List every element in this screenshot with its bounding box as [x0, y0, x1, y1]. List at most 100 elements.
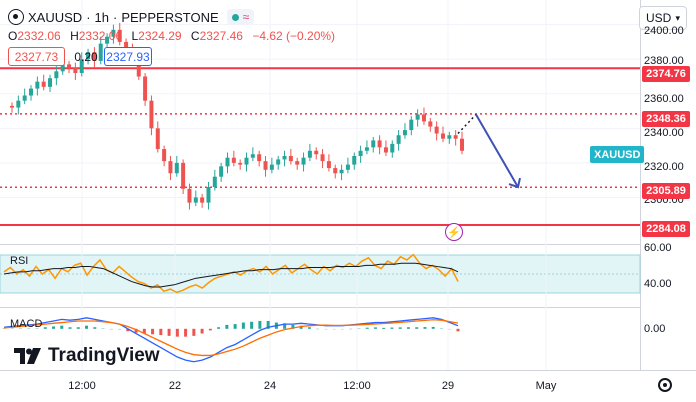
header-separator: ·	[86, 9, 91, 25]
spread-value: 0.20	[74, 49, 98, 64]
buy-button[interactable]: 2327.93	[104, 47, 152, 66]
macd-histogram-bar	[2, 328, 6, 330]
rsi-label[interactable]: RSI	[10, 255, 29, 267]
settings-gear-icon[interactable]	[658, 378, 672, 392]
macd-histogram-bar	[307, 327, 311, 329]
candle-body	[111, 29, 116, 37]
candle-body	[409, 119, 414, 131]
candle-body	[447, 135, 452, 139]
macd-histogram-bar	[43, 327, 47, 329]
candle-body	[333, 168, 338, 174]
projection-arrow-head	[508, 177, 521, 189]
candle-body	[377, 140, 382, 148]
candle-body	[383, 147, 388, 153]
candle-body	[460, 138, 464, 151]
open-label: O	[8, 29, 18, 43]
macd-histogram-bar	[398, 327, 402, 329]
time-axis-label: May	[535, 380, 557, 392]
macd-histogram-bar	[431, 326, 435, 329]
candle-body	[453, 135, 458, 139]
time-axis-label: 24	[263, 380, 277, 392]
rsi-axis-label: 60.00	[644, 242, 672, 254]
flash-icon[interactable]: ⚡	[445, 223, 463, 241]
level-tag-current[interactable]: 2348.36	[642, 111, 690, 127]
time-axis-label: 12:00	[68, 380, 96, 392]
macd-histogram-bar	[332, 328, 336, 330]
macd-histogram-bar	[217, 327, 221, 329]
macd-histogram-bar	[167, 328, 171, 336]
macd-histogram-bar	[68, 327, 72, 329]
candle-body	[16, 100, 21, 108]
symbol-name[interactable]: XAUUSD	[28, 9, 83, 25]
level-tag-target[interactable]: 2305.89	[642, 183, 690, 199]
candle-body	[35, 81, 40, 89]
candle-body	[67, 64, 72, 68]
rsi-axis-label: 40.00	[644, 278, 672, 290]
open-value: 2332.06	[17, 29, 61, 43]
candle-body	[193, 197, 198, 203]
candle-body	[206, 187, 211, 203]
macd-histogram-bar	[85, 325, 89, 329]
interval-label[interactable]: 1h	[94, 9, 109, 25]
macd-histogram-bar	[357, 328, 361, 330]
candle-body	[98, 43, 103, 61]
macd-label[interactable]: MACD	[10, 318, 43, 330]
macd-histogram-bar	[208, 328, 212, 331]
level-tag-resistance[interactable]: 2374.76	[642, 66, 690, 82]
candle-body	[105, 36, 110, 44]
level-tag-support[interactable]: 2284.08	[642, 221, 690, 237]
macd-histogram-bar	[134, 328, 138, 333]
macd-signal-line	[3, 319, 459, 357]
macd-histogram-bar	[349, 328, 353, 330]
macd-histogram-bar	[35, 328, 39, 330]
macd-histogram-bar	[19, 328, 23, 330]
high-value: 2332.06	[78, 29, 123, 43]
broker-label: PEPPERSTONE	[121, 9, 219, 25]
time-axis-label: 22	[168, 380, 182, 392]
symbol-price-tag: XAUUSD	[590, 146, 645, 163]
projection-dotted-line	[457, 113, 477, 135]
candle-body	[143, 76, 148, 101]
candle-body	[212, 176, 217, 188]
price-axis-label: 2380.00	[644, 55, 684, 67]
header-separator: ·	[113, 9, 118, 25]
macd-histogram-bar	[316, 328, 320, 330]
time-axis-label: 12:00	[343, 380, 371, 392]
currency-label: USD	[646, 11, 672, 25]
price-axis-label: 2320.00	[644, 161, 684, 173]
chevron-down-icon: ▾	[675, 12, 680, 23]
macd-line	[3, 317, 459, 363]
macd-histogram-bar	[382, 327, 386, 329]
symbol-header[interactable]: XAUUSD · 1h · PEPPERSTONE ≈	[8, 8, 255, 26]
rsi-ma-line	[3, 262, 459, 288]
sell-button[interactable]: 2327.73	[8, 47, 65, 66]
candle-body	[86, 52, 91, 60]
candle-body	[339, 169, 344, 174]
candle-body	[364, 147, 369, 151]
candle-body	[434, 126, 439, 134]
macd-histogram-bar	[291, 324, 295, 329]
macd-histogram-bar	[258, 320, 262, 329]
macd-histogram-bar	[118, 328, 122, 330]
candle-body	[428, 121, 433, 127]
macd-histogram-bar	[60, 325, 64, 329]
currency-button[interactable]: USD ▾	[639, 6, 687, 30]
candle-body	[149, 100, 154, 129]
macd-histogram-bar	[448, 328, 452, 330]
candle-body	[314, 150, 319, 155]
wave-icon: ≈	[242, 10, 250, 24]
price-axis-label: 2360.00	[644, 93, 684, 105]
low-label: L	[131, 29, 139, 43]
market-status-badge[interactable]: ≈	[226, 9, 255, 25]
candle-body	[187, 188, 192, 203]
time-axis-label: 29	[441, 380, 455, 392]
candle-body	[54, 71, 59, 79]
close-value: 2327.46	[199, 29, 243, 43]
brand-text: TradingView	[48, 345, 160, 366]
close-label: C	[190, 29, 200, 43]
tradingview-logo[interactable]: TradingView	[14, 345, 160, 367]
candle-body	[29, 88, 34, 96]
candle-body	[326, 161, 331, 169]
macd-histogram-bar	[266, 320, 270, 329]
